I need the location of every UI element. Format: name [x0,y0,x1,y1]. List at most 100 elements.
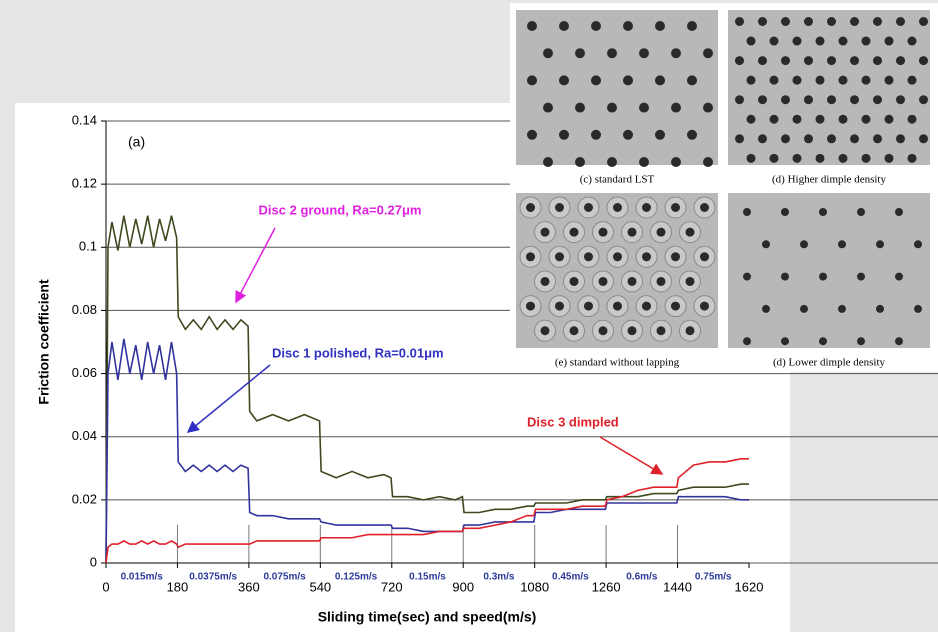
dimple [769,153,779,163]
dimple [884,114,894,124]
dimple [857,272,865,281]
micrograph-caption: (c) standard LST [580,174,655,186]
dimple [743,208,751,216]
dimple [598,227,608,237]
dimple [873,56,882,66]
speed-label: 0.6m/s [626,572,658,583]
dimple [642,203,651,212]
dimple [591,129,601,140]
dimple [584,301,593,311]
dimple [735,134,744,144]
dimple [613,301,622,311]
y-tick-label: 0.06 [72,365,97,380]
dimple [555,252,564,262]
dimple [591,75,601,86]
dimple [838,304,846,313]
dimple [884,153,894,163]
dimple [827,95,836,105]
dimple [850,17,859,26]
dimple [800,304,808,313]
dimple [769,114,779,124]
dimple [555,203,564,212]
dimple [746,114,756,124]
dimple [758,17,767,26]
dimple [876,240,884,249]
dimple [655,75,665,86]
micrograph-caption: (d) Higher dimple density [772,174,886,186]
series-line [105,338,749,564]
x-tick-label: 1440 [663,579,692,594]
y-tick-label: 0.14 [72,112,97,127]
y-tick-label: 0.08 [72,302,97,317]
dimple [792,36,802,46]
dimple [792,75,802,85]
dimple [792,153,802,163]
speed-label: 0.125m/s [335,572,378,583]
dimple [627,326,637,336]
dimple [598,326,608,336]
annotation: Disc 2 ground, Ra=0.27μm [259,202,422,217]
dimple [687,129,697,140]
dimple [613,203,622,212]
micrograph-caption: (e) standard without lapping [555,357,680,369]
dimple [815,114,825,124]
dimple [671,102,681,113]
dimple [639,102,649,113]
dimple [838,75,848,85]
dimple [857,337,865,346]
dimple [639,48,649,59]
dimple [895,337,903,346]
dimple [591,21,601,31]
annotation-arrow [599,436,664,475]
dimple [559,21,569,31]
dimple [838,114,848,124]
dimple [540,326,550,336]
dimple [687,21,697,31]
dimple [703,157,713,167]
y-tick-label: 0.04 [72,428,97,443]
dimple [559,129,569,140]
dimple [895,272,903,281]
dimple [781,95,790,105]
dimple [700,203,709,212]
dimple [671,252,680,262]
dimple [584,252,593,262]
dimple [804,134,813,144]
annotation-arrow [186,364,271,433]
dimple [758,56,767,66]
dimple [639,157,649,167]
dimple [838,240,846,249]
dimple [907,114,917,124]
dimple [907,36,917,46]
dimple [907,75,917,85]
dimple [838,36,848,46]
micrograph-caption: (d) Lower dimple density [773,357,886,369]
dimple [907,153,917,163]
dimple [792,114,802,124]
dimple [746,36,756,46]
dimple [559,75,569,86]
x-axis-label: Sliding time(sec) and speed(m/s) [318,609,537,625]
dimple [815,36,825,46]
dimple [896,134,905,144]
dimple [569,227,579,237]
dimple [735,17,744,26]
dimple [876,304,884,313]
dimple [642,301,651,311]
micrograph [728,193,930,348]
dimple [819,337,827,346]
dimple [804,56,813,66]
dimple [815,75,825,85]
dimple [884,75,894,85]
dimple [850,56,859,66]
dimple [569,326,579,336]
dimple [555,301,564,311]
y-axis-label: Friction coefficient [36,279,52,405]
dimple [598,276,608,286]
dimple [873,17,882,26]
dimple [584,203,593,212]
dimple [527,75,537,86]
dimple [861,75,871,85]
x-tick-label: 180 [167,579,189,594]
